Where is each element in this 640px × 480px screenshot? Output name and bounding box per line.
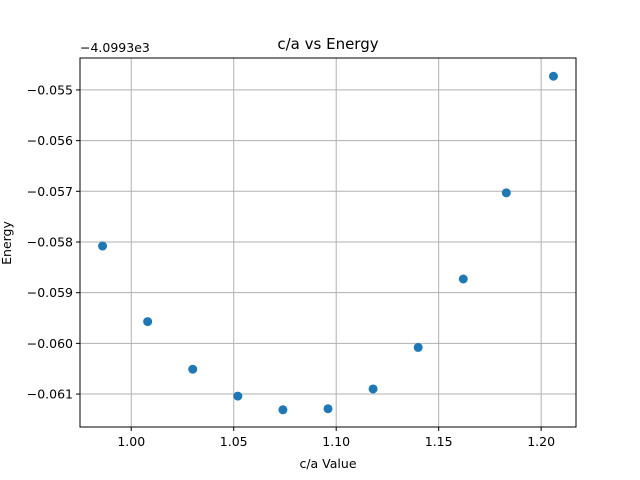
data-point <box>458 274 468 284</box>
data-point <box>548 71 558 81</box>
chart-title: c/a vs Energy <box>277 35 378 53</box>
x-tick-label: 1.15 <box>425 434 453 449</box>
y-tick-label: −0.057 <box>27 184 73 199</box>
data-point <box>323 404 333 414</box>
y-tick-label: −0.056 <box>27 133 73 148</box>
ticks: 1.00 1.05 1.10 1.15 1.20 −0.061 −0.060 −0.059 −0… <box>27 82 555 449</box>
data-points <box>98 71 558 415</box>
x-tick-label: 1.20 <box>527 434 555 449</box>
plot-frame <box>79 57 577 428</box>
data-point <box>143 317 153 327</box>
x-axis-label: c/a Value <box>299 456 356 471</box>
y-tick-label: −0.055 <box>27 82 73 97</box>
y-offset-text: −4.0993e3 <box>80 40 150 55</box>
y-axis-label: Energy <box>0 221 14 265</box>
data-point <box>368 384 378 394</box>
data-point <box>188 364 198 374</box>
y-tick-label: −0.061 <box>27 387 73 402</box>
y-tick-label: −0.058 <box>27 234 73 249</box>
x-tick-label: 1.00 <box>117 434 145 449</box>
data-point <box>98 241 108 251</box>
y-tick-label: −0.060 <box>27 336 73 351</box>
y-tick-label: −0.059 <box>27 285 73 300</box>
data-point <box>413 342 423 352</box>
data-point <box>501 188 511 198</box>
data-point <box>233 391 243 401</box>
data-point <box>278 405 288 415</box>
grid <box>80 58 576 427</box>
x-tick-label: 1.10 <box>322 434 350 449</box>
x-tick-label: 1.05 <box>220 434 248 449</box>
